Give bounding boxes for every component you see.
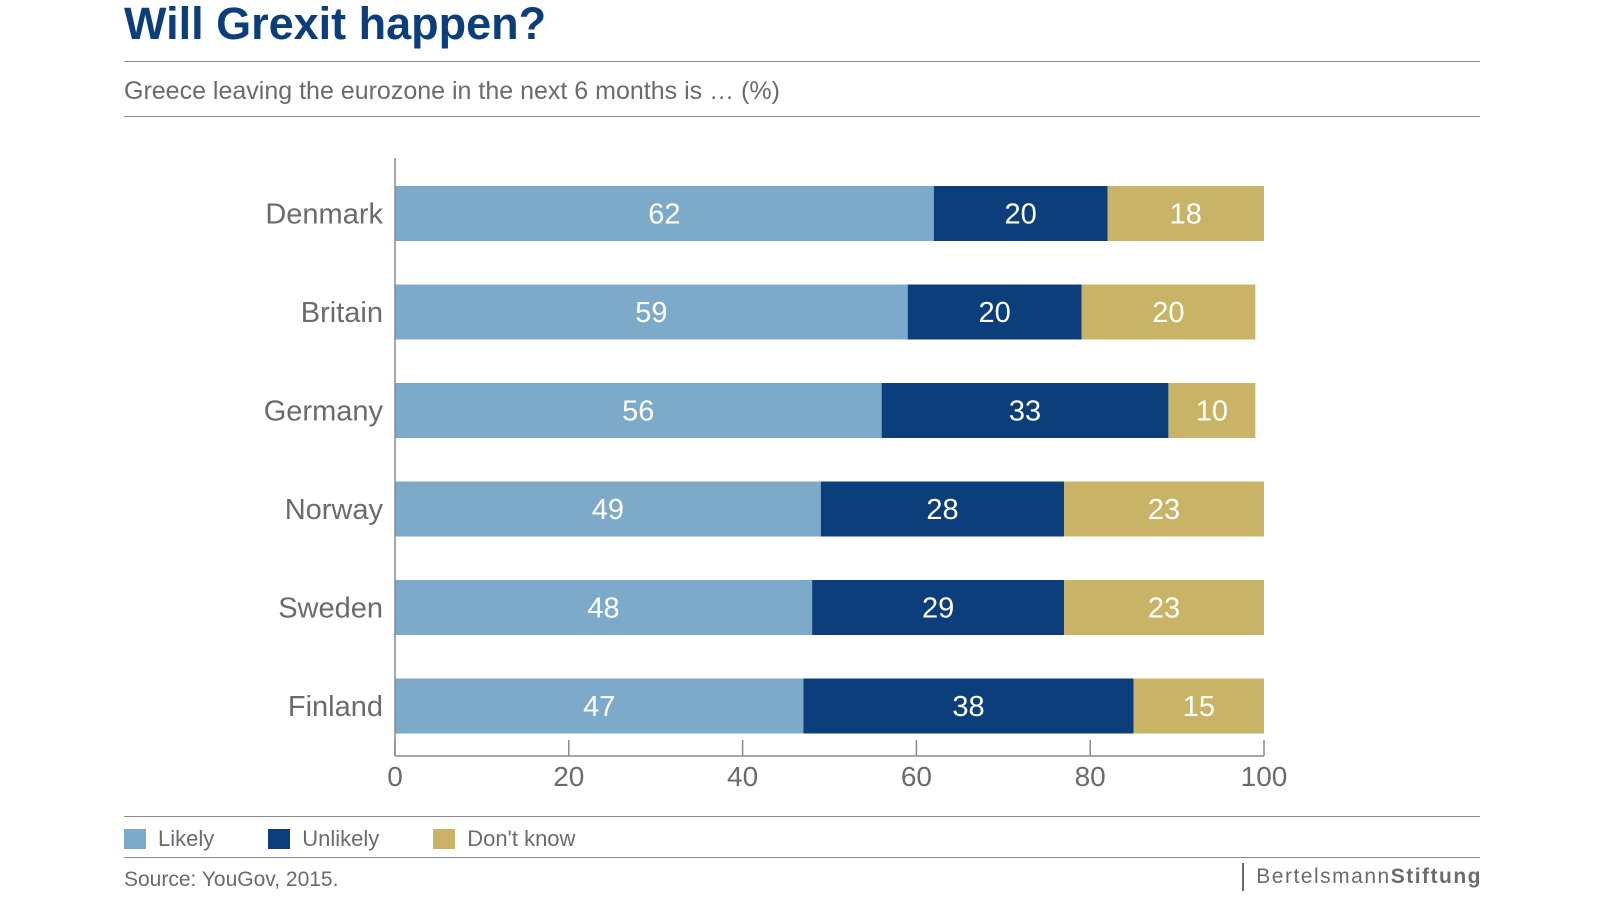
- legend-item: Don't know: [433, 826, 575, 852]
- bar-value-label: 18: [1170, 199, 1202, 231]
- bar-segment: [395, 186, 934, 241]
- bar-segment: [933, 186, 1108, 241]
- legend-swatch: [268, 829, 291, 849]
- stacked-bar-chart: 62 20 18 Denmark 59 20 20 Britain 56 33 10 Germany 4…: [264, 158, 1288, 792]
- bar-value-label: 15: [1183, 691, 1215, 723]
- chart-subtitle: Greece leaving the eurozone in the next …: [124, 77, 780, 105]
- bar-segment: [395, 481, 821, 537]
- bar-value-label: 23: [1148, 494, 1180, 526]
- legend-item: Likely: [124, 826, 214, 852]
- bar-segment: [395, 284, 908, 340]
- legend-swatch: [124, 829, 146, 849]
- x-tick-label: 80: [1075, 761, 1106, 792]
- bar-value-label: 56: [622, 396, 654, 428]
- x-tick-label: 40: [727, 761, 758, 792]
- bar-segment: [395, 383, 882, 438]
- bar-value-label: 49: [592, 494, 624, 526]
- category-label: Finland: [288, 691, 383, 723]
- bar-value-label: 59: [635, 297, 667, 329]
- category-label: Sweden: [278, 593, 383, 625]
- bar-segment: [812, 580, 1065, 635]
- brand-name-part2: Stiftung: [1390, 865, 1482, 888]
- legend-item: Unlikely: [268, 826, 379, 852]
- legend-top-divider: [124, 816, 1480, 817]
- bar-value-label: 48: [587, 593, 619, 625]
- bar-value-label: 28: [926, 494, 958, 526]
- category-label: Germany: [264, 396, 384, 428]
- bar-segment: [820, 481, 1065, 537]
- bar-value-label: 33: [1009, 396, 1041, 428]
- category-label: Britain: [301, 297, 383, 329]
- brand-name-part1: Bertelsmann: [1256, 865, 1391, 888]
- bar-segment: [395, 678, 804, 734]
- legend-swatch: [433, 829, 456, 849]
- bar-value-label: 20: [1152, 297, 1184, 329]
- bar-segment: [907, 284, 1082, 340]
- chart-legend: Likely Unlikely Don't know: [124, 824, 629, 854]
- legend-label: Don't know: [467, 826, 576, 851]
- bar-segment: [1107, 186, 1264, 241]
- bar-value-label: 62: [648, 199, 680, 231]
- bar-value-label: 23: [1148, 593, 1180, 625]
- legend-label: Likely: [158, 826, 215, 851]
- category-label: Norway: [285, 494, 384, 526]
- x-tick-label: 100: [1241, 761, 1288, 792]
- brand-logo: Bertelsmann Stiftung: [1242, 863, 1482, 891]
- x-tick-label: 20: [553, 761, 584, 792]
- bar-segment: [1133, 678, 1264, 734]
- chart-title: Will Grexit happen?: [124, 0, 547, 49]
- bar-value-label: 20: [978, 297, 1010, 329]
- bar-value-label: 47: [583, 691, 615, 723]
- bar-segment: [881, 383, 1169, 438]
- bar-segment: [1064, 580, 1264, 635]
- source-note: Source: YouGov, 2015.: [124, 868, 339, 891]
- category-label: Denmark: [265, 199, 383, 231]
- x-tick-label: 60: [901, 761, 932, 792]
- subtitle-divider: [124, 116, 1480, 117]
- bar-segment: [803, 678, 1134, 734]
- x-tick-label: 0: [387, 761, 403, 792]
- bar-value-label: 20: [1005, 199, 1037, 231]
- bar-segment: [1064, 481, 1264, 537]
- bar-value-label: 29: [922, 593, 954, 625]
- bar-segment: [395, 580, 813, 635]
- legend-label: Unlikely: [302, 826, 380, 851]
- bar-value-label: 10: [1196, 396, 1228, 428]
- bar-value-label: 38: [952, 691, 984, 723]
- bar-segment: [1081, 284, 1256, 340]
- bar-segment: [1168, 383, 1256, 438]
- legend-bottom-divider: [124, 857, 1480, 858]
- title-divider: [124, 61, 1480, 62]
